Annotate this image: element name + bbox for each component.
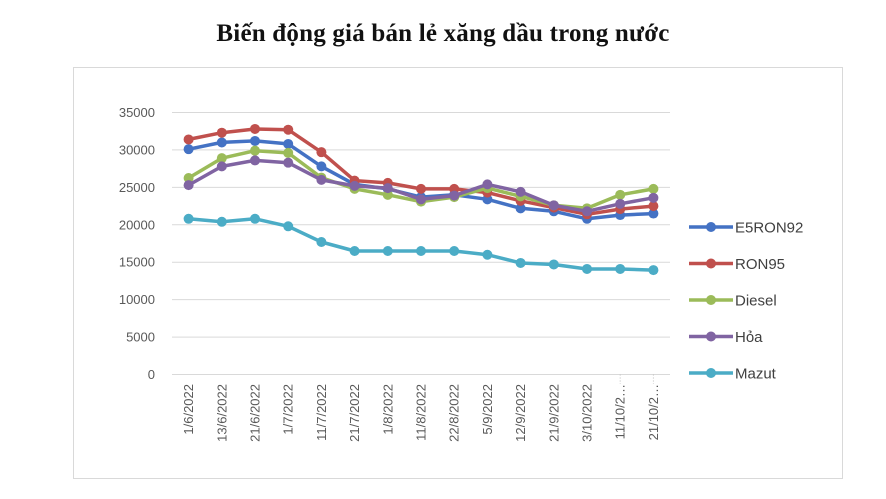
- data-point: [349, 245, 360, 256]
- data-point: [216, 153, 227, 164]
- data-point: [216, 161, 227, 172]
- data-point: [382, 245, 393, 256]
- legend-marker-icon: [706, 222, 716, 232]
- x-tick-label: 11/7/2022: [314, 384, 329, 441]
- x-tick-label: 5/9/2022: [480, 384, 495, 435]
- x-tick-label: 1/8/2022: [380, 384, 395, 435]
- data-point: [216, 127, 227, 138]
- y-tick-label: 5000: [126, 330, 155, 345]
- data-point: [582, 263, 592, 274]
- x-tick-label: 1/6/2022: [181, 384, 196, 435]
- x-tick-label: 13/6/2022: [214, 384, 229, 442]
- data-point: [250, 135, 260, 146]
- legend-item: Mazut: [689, 366, 777, 383]
- data-point: [283, 138, 294, 149]
- y-tick-label: 30000: [119, 142, 155, 157]
- data-point: [615, 189, 626, 200]
- data-point: [648, 183, 659, 194]
- series-mazut: [183, 213, 659, 276]
- data-point: [283, 124, 294, 135]
- data-point: [416, 194, 426, 205]
- data-point: [283, 157, 294, 168]
- data-point: [648, 208, 659, 219]
- legend-label: RON95: [735, 256, 785, 273]
- data-point: [183, 134, 194, 145]
- data-point: [183, 144, 194, 155]
- y-tick-label: 20000: [119, 217, 155, 232]
- data-point: [382, 183, 393, 194]
- x-tick-label: 21/9/2022: [546, 384, 561, 442]
- series-lines: [183, 123, 659, 276]
- data-point: [416, 183, 426, 194]
- data-point: [648, 192, 659, 203]
- legend-label: Mazut: [735, 366, 777, 383]
- data-point: [449, 245, 460, 256]
- chart-title: Biến động giá bán lẻ xăng dầu trong nước: [216, 20, 670, 47]
- legend-label: Diesel: [735, 293, 777, 310]
- data-point: [615, 198, 626, 209]
- data-point: [283, 147, 294, 158]
- legend-item: Diesel: [689, 293, 777, 310]
- x-tick-label: 3/10/2022: [580, 384, 595, 442]
- legend-marker-icon: [706, 331, 716, 342]
- data-point: [515, 203, 526, 214]
- x-tick-label: 21/10/2…: [646, 384, 661, 440]
- x-axis: 1/6/2022 13/6/2022 21/6/2022 1/7/2022 11/7/2…: [181, 374, 661, 442]
- data-point: [316, 174, 327, 185]
- x-tick-label: 1/7/2022: [281, 384, 296, 435]
- data-point: [316, 161, 327, 172]
- data-point: [515, 257, 526, 268]
- data-point: [216, 137, 227, 148]
- data-point: [250, 155, 260, 166]
- legend-label: Hỏa: [735, 329, 763, 346]
- data-point: [482, 249, 493, 260]
- data-point: [316, 147, 327, 158]
- data-point: [349, 180, 360, 191]
- data-point: [250, 123, 260, 134]
- legend-item: E5RON92: [689, 220, 803, 237]
- legend-item: Hỏa: [689, 329, 763, 346]
- x-tick-label: 21/7/2022: [347, 384, 362, 442]
- x-tick-label: 11/10/2…: [613, 384, 628, 439]
- data-point: [283, 221, 294, 232]
- data-point: [615, 263, 626, 274]
- legend-marker-icon: [706, 258, 716, 269]
- series-h-a: [183, 155, 659, 217]
- data-point: [183, 173, 194, 183]
- data-point: [183, 180, 194, 191]
- data-point: [548, 259, 559, 270]
- data-point: [548, 200, 559, 211]
- y-tick-label: 35000: [119, 105, 155, 120]
- data-point: [183, 213, 194, 224]
- x-tick-label: 22/8/2022: [447, 384, 462, 442]
- y-tick-label: 25000: [119, 180, 155, 195]
- legend-item: RON95: [689, 256, 785, 273]
- x-tick-label: 21/6/2022: [248, 384, 263, 442]
- y-tick-label: 15000: [119, 255, 155, 270]
- x-tick-label: 11/8/2022: [414, 384, 429, 441]
- y-axis: 0 5000 10000 15000 20000 25000 30000 35000: [119, 105, 155, 382]
- data-point: [316, 237, 327, 248]
- data-point: [648, 201, 659, 212]
- legend: E5RON92 RON95 Diesel Hỏa Mazut: [689, 220, 803, 383]
- legend-label: E5RON92: [735, 220, 803, 237]
- data-point: [250, 213, 260, 224]
- y-tick-label: 10000: [119, 292, 155, 307]
- legend-marker-icon: [706, 368, 716, 378]
- data-point: [482, 179, 493, 190]
- data-point: [582, 206, 592, 217]
- data-point: [416, 245, 426, 256]
- data-point: [250, 145, 260, 156]
- data-point: [515, 186, 526, 197]
- y-tick-label: 0: [148, 367, 155, 382]
- data-point: [216, 216, 227, 227]
- data-point: [449, 190, 460, 201]
- legend-marker-icon: [706, 295, 716, 305]
- x-tick-label: 12/9/2022: [513, 384, 528, 442]
- data-point: [648, 265, 659, 276]
